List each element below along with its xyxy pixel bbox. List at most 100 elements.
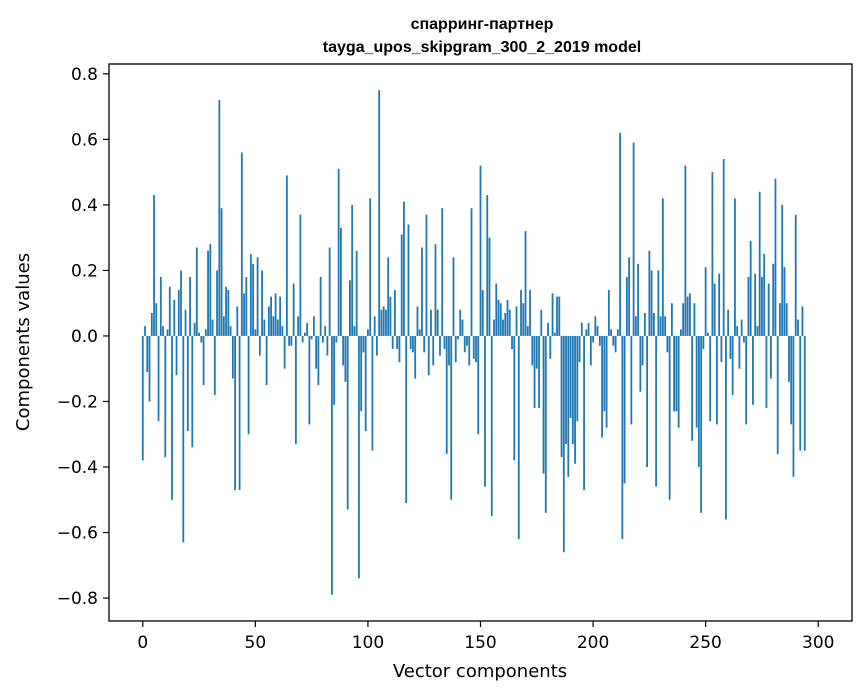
bar xyxy=(164,335,167,458)
y-tick-label: −0.2 xyxy=(57,392,98,412)
bar xyxy=(497,299,500,336)
bar xyxy=(306,322,309,336)
bar xyxy=(686,296,689,336)
bar xyxy=(457,335,459,340)
bar xyxy=(603,335,606,412)
bar xyxy=(186,335,189,431)
bar xyxy=(236,306,239,336)
bar xyxy=(729,335,732,359)
bar xyxy=(522,303,525,336)
y-tick-label: 0.6 xyxy=(71,130,98,150)
bar xyxy=(249,254,252,336)
bar xyxy=(731,335,734,395)
bar xyxy=(380,309,383,336)
bar xyxy=(711,172,714,336)
bar xyxy=(193,322,196,336)
bar xyxy=(666,335,669,353)
bar xyxy=(770,335,772,379)
bar xyxy=(463,335,466,353)
bar xyxy=(704,267,707,336)
bar xyxy=(571,335,574,445)
bar xyxy=(148,335,151,402)
bar xyxy=(745,335,748,425)
bar xyxy=(763,254,766,336)
plot-frame xyxy=(108,63,853,622)
bar xyxy=(315,335,318,369)
bar xyxy=(227,290,230,336)
bar xyxy=(371,335,374,451)
bar xyxy=(679,329,682,336)
bar xyxy=(299,214,302,336)
bar xyxy=(349,280,351,336)
bar xyxy=(583,335,585,490)
bar xyxy=(439,335,441,356)
bar xyxy=(767,283,770,336)
bar xyxy=(297,316,300,336)
bar xyxy=(547,322,549,336)
bar xyxy=(198,332,200,336)
bar xyxy=(616,329,619,336)
bar xyxy=(218,100,221,336)
bar xyxy=(207,250,209,336)
bar xyxy=(472,335,475,359)
bar xyxy=(621,335,624,540)
bar xyxy=(605,335,608,428)
y-tick-label: 0.2 xyxy=(71,261,98,281)
bar xyxy=(682,303,685,336)
bar xyxy=(612,335,615,346)
bar xyxy=(490,335,493,517)
bar xyxy=(466,335,468,346)
bar xyxy=(430,309,432,336)
bar xyxy=(191,335,194,448)
bar xyxy=(493,319,495,336)
bar xyxy=(175,335,178,376)
bar xyxy=(312,316,315,336)
bar xyxy=(488,237,491,336)
bar xyxy=(317,335,320,386)
bar xyxy=(544,335,547,513)
bar xyxy=(398,335,401,363)
bar xyxy=(333,335,336,405)
bar xyxy=(479,165,482,336)
bar xyxy=(700,335,703,513)
bar xyxy=(526,326,529,336)
bar xyxy=(664,316,667,336)
bar xyxy=(414,335,417,379)
bar xyxy=(637,263,640,336)
bar xyxy=(454,335,457,363)
bar xyxy=(722,159,725,336)
bar xyxy=(688,293,691,336)
bar xyxy=(752,335,754,405)
bar xyxy=(702,335,705,350)
bar xyxy=(695,335,698,428)
bar xyxy=(596,326,599,336)
bar xyxy=(150,313,153,336)
y-tick-label: 0.8 xyxy=(71,65,98,85)
bar xyxy=(517,335,520,540)
bar xyxy=(797,319,799,336)
bar xyxy=(272,316,275,336)
bar xyxy=(281,326,284,336)
bar xyxy=(427,335,430,376)
bar xyxy=(628,257,631,336)
bar xyxy=(389,296,392,336)
x-tick-label: 150 xyxy=(464,633,496,653)
bar xyxy=(360,335,363,412)
bar xyxy=(301,335,304,343)
bar xyxy=(587,322,590,336)
bar xyxy=(792,335,795,477)
bar xyxy=(643,313,646,336)
x-tick-label: 250 xyxy=(689,633,721,653)
bar xyxy=(184,309,187,336)
bar xyxy=(445,335,448,454)
bar xyxy=(432,335,435,366)
bar xyxy=(765,335,768,409)
bar xyxy=(774,178,777,336)
bar xyxy=(693,303,696,336)
bar xyxy=(477,335,480,435)
bar xyxy=(533,335,536,409)
bar xyxy=(211,319,214,336)
chart-subtitle: tayga_upos_skipgram_300_2_2019 model xyxy=(323,39,641,56)
bar xyxy=(382,306,385,336)
bar xyxy=(146,335,149,372)
